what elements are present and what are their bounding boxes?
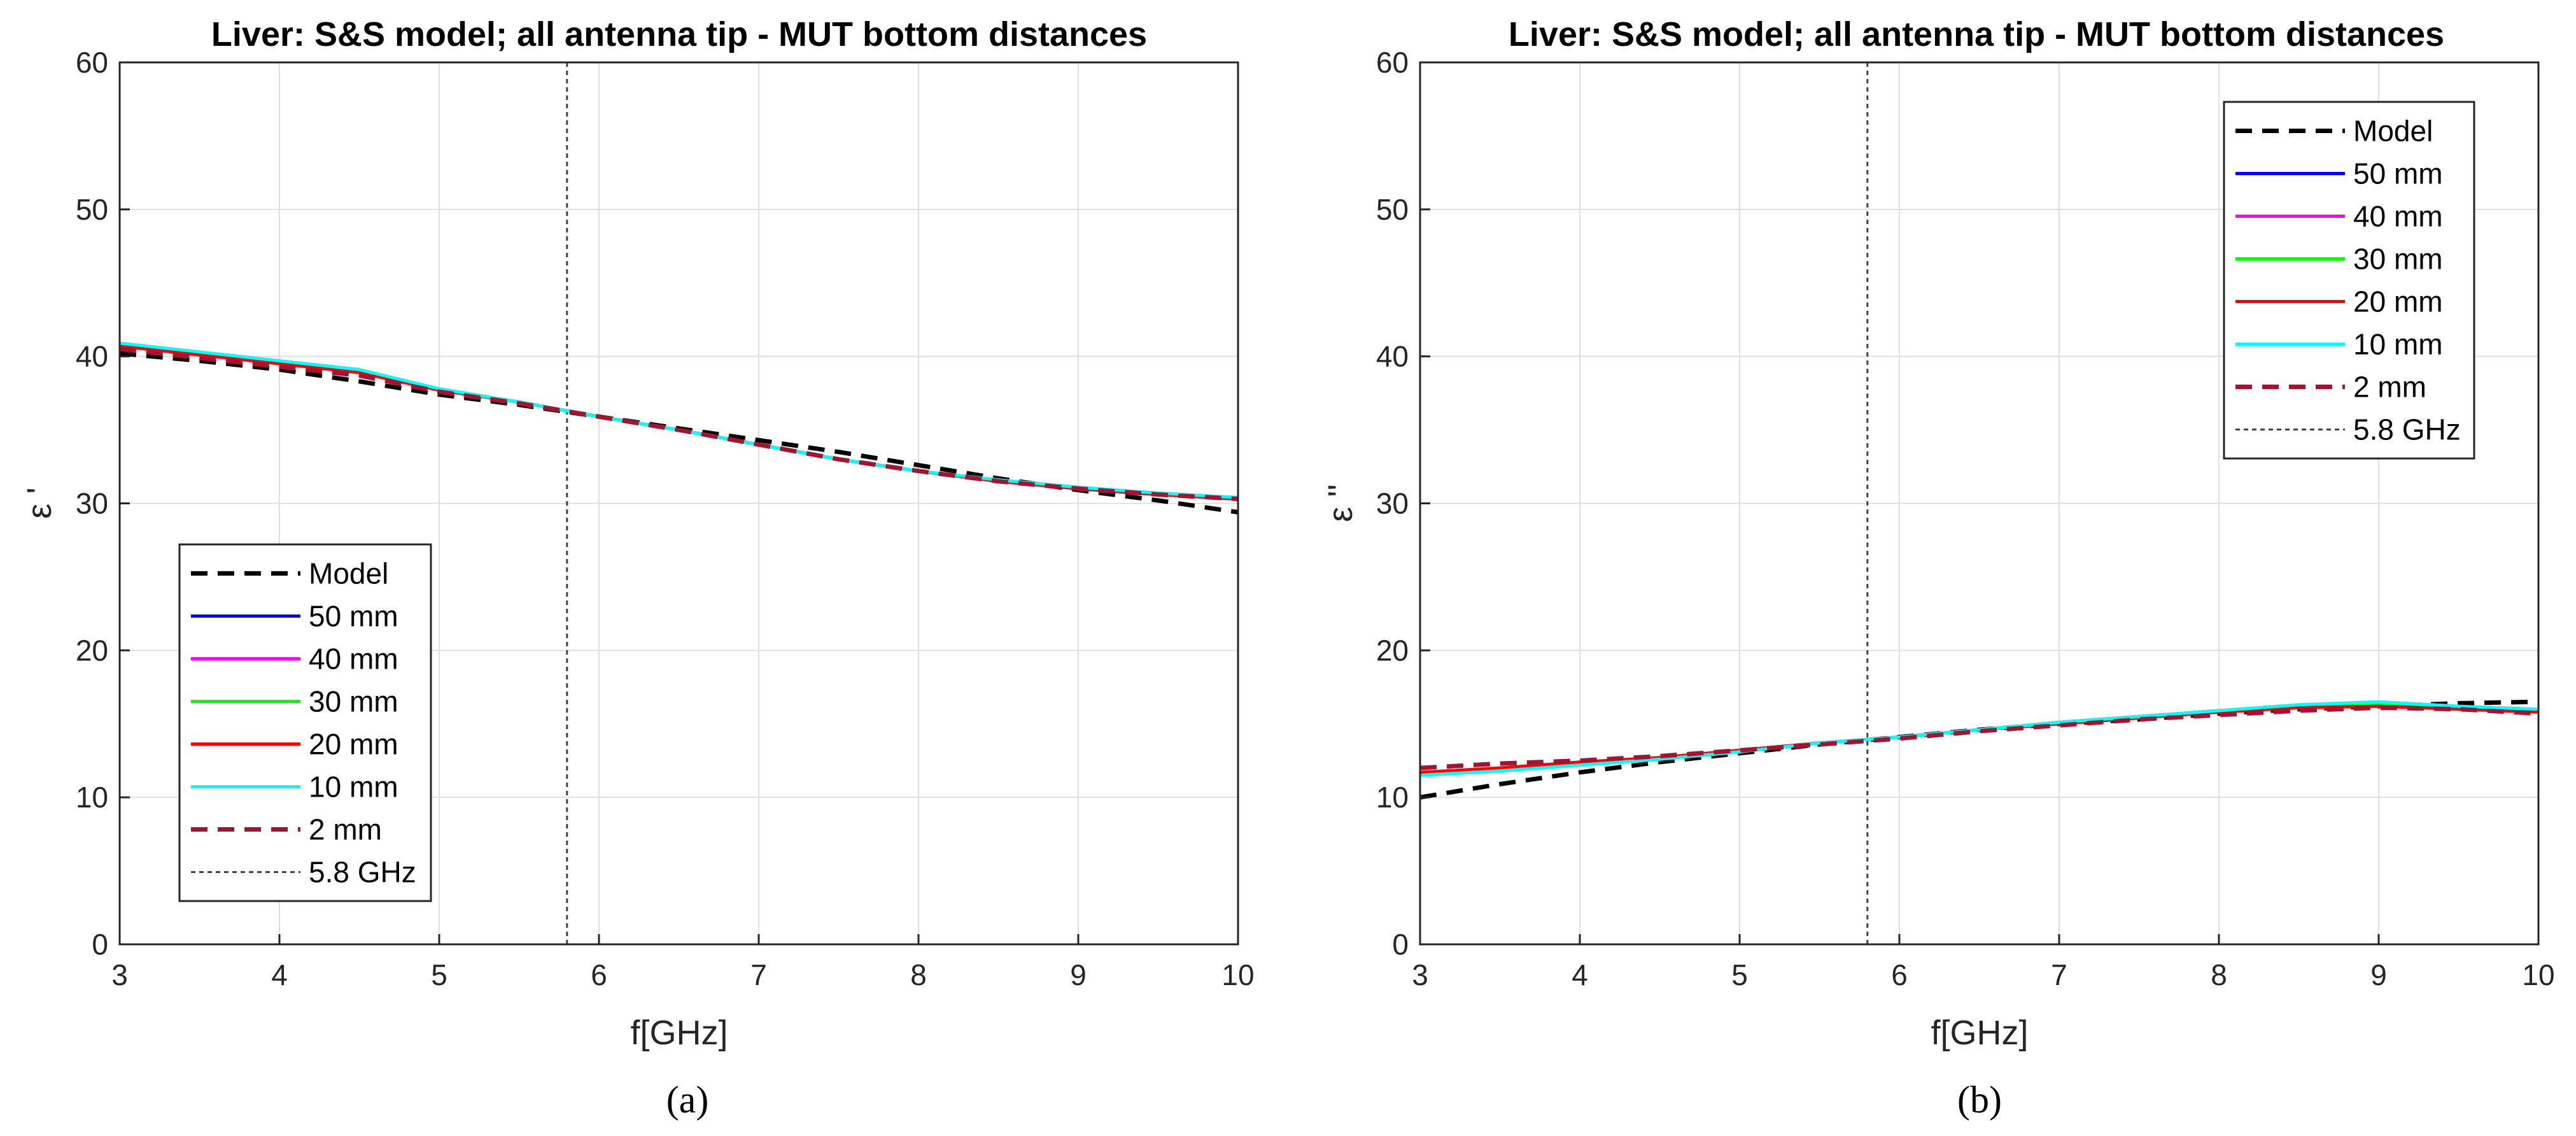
panel-a-y-ticks: 0 10 20 30 40 50 60	[76, 46, 130, 961]
panel-a-title: Liver: S&S model; all antenna tip - MUT …	[211, 15, 1147, 53]
panel-a-x-tick-3: 3	[111, 958, 128, 991]
panel-b-x-tick-6: 6	[1891, 958, 1908, 991]
panel-a-legend-label-50-mm: 50 mm	[309, 600, 398, 633]
panel-b-x-tick-5: 5	[1731, 958, 1748, 991]
panel-b-y-tick-60: 60	[1376, 46, 1409, 79]
panel-a-legend-box	[178, 543, 432, 902]
panel-b-legend-label-model: Model	[2353, 115, 2433, 148]
panel-b-legend-label-5-8-ghz: 5.8 GHz	[2353, 413, 2461, 446]
panel-a-x-tick-4: 4	[271, 958, 288, 991]
panel-b-x-tick-10: 10	[2522, 958, 2554, 991]
panel-a-x-tick-5: 5	[431, 958, 447, 991]
panel-a-legend-label-40-mm: 40 mm	[309, 643, 398, 676]
panel-b-y-tick-20: 20	[1376, 634, 1409, 667]
panel-b-x-tick-3: 3	[1412, 958, 1428, 991]
panel-b-y-tick-30: 30	[1376, 487, 1409, 520]
panel-b-y-tick-40: 40	[1376, 340, 1409, 373]
panel-b-legend-label-10-mm: 10 mm	[2353, 328, 2443, 361]
panel-b-y-ticks: 0 10 20 30 40 50 60	[1376, 46, 1430, 961]
panel-b-legend-label-50-mm: 50 mm	[2353, 157, 2443, 190]
panel-b-legend-label-30-mm: 30 mm	[2353, 243, 2443, 276]
panel-b-title: Liver: S&S model; all antenna tip - MUT …	[1509, 15, 2444, 53]
panel-b-series	[1419, 699, 2539, 800]
panel-a-x-tick-7: 7	[750, 958, 767, 991]
panel-b-legend-label-2-mm: 2 mm	[2353, 371, 2426, 404]
panel-a-x-tick-10: 10	[1221, 958, 1254, 991]
panel-b-x-tick-9: 9	[2370, 958, 2387, 991]
panel-b-y-tick-50: 50	[1376, 193, 1409, 226]
panel-b-series-10-mm	[1419, 700, 2539, 777]
panel-b-x-tick-4: 4	[1572, 958, 1588, 991]
panel-a-y-tick-30: 30	[76, 487, 108, 520]
panel-a-series-2-mm	[119, 346, 1239, 502]
panel-a-y-tick-0: 0	[92, 928, 108, 961]
panel-a: Liver: S&S model; all antenna tip - MUT …	[20, 15, 1255, 1121]
panel-a-y-label: ε '	[20, 487, 59, 518]
panel-a-x-tick-6: 6	[591, 958, 607, 991]
panel-a-legend: Model 50 mm 40 mm 30 mm 20 mm 10 mm 2 mm 5.8 GH…	[178, 543, 432, 902]
panel-a-x-label: f[GHz]	[630, 1014, 728, 1052]
panel-b-legend-label-20-mm: 20 mm	[2353, 285, 2443, 318]
panel-a-y-tick-10: 10	[76, 781, 108, 814]
panel-b-x-label: f[GHz]	[1931, 1014, 2028, 1052]
panel-a-legend-label-30-mm: 30 mm	[309, 685, 398, 718]
panel-b-series-2-mm	[1419, 705, 2539, 770]
panel-a-y-tick-60: 60	[76, 46, 108, 79]
panel-a-legend-label-5-8-ghz: 5.8 GHz	[309, 856, 416, 889]
panel-a-legend-label-2-mm: 2 mm	[309, 813, 382, 846]
panel-a-x-tick-9: 9	[1070, 958, 1087, 991]
panel-b-series-20-mm	[1419, 704, 2539, 774]
panel-b-legend-label-40-mm: 40 mm	[2353, 200, 2443, 233]
panel-a-y-tick-40: 40	[76, 340, 108, 373]
panel-b-caption: (b)	[1957, 1079, 2002, 1121]
panel-b-x-ticks: 3 4 5 6 7 8 9 10	[1412, 934, 2555, 991]
panel-a-y-tick-20: 20	[76, 634, 108, 667]
panel-b-y-tick-10: 10	[1376, 781, 1409, 814]
panel-b-legend: Model 50 mm 40 mm 30 mm 20 mm 10 mm 2 mm 5.8 GH…	[2223, 101, 2475, 460]
panel-b-y-label: ε ''	[1321, 484, 1360, 522]
panel-b-y-tick-0: 0	[1392, 928, 1409, 961]
panel-a-x-ticks: 3 4 5 6 7 8 9 10	[111, 934, 1255, 991]
panel-b: Liver: S&S model; all antenna tip - MUT …	[1321, 15, 2555, 1121]
panel-a-y-tick-50: 50	[76, 193, 108, 226]
panel-b-legend-box	[2223, 101, 2475, 460]
panel-a-caption: (a)	[666, 1079, 709, 1121]
panel-a-legend-label-20-mm: 20 mm	[309, 728, 398, 761]
panel-b-x-tick-8: 8	[2211, 958, 2227, 991]
panel-a-x-tick-8: 8	[910, 958, 927, 991]
panel-b-series-model	[1419, 699, 2539, 800]
panel-a-legend-label-10-mm: 10 mm	[309, 770, 398, 804]
panel-a-legend-label-model: Model	[309, 557, 388, 590]
panel-b-x-tick-7: 7	[2051, 958, 2067, 991]
panel-a-series	[119, 341, 1239, 515]
